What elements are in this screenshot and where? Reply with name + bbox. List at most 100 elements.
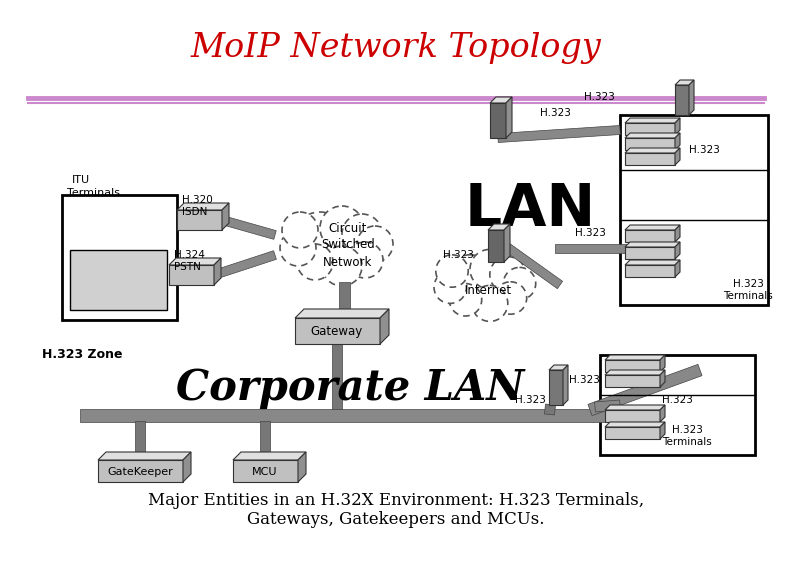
Polygon shape xyxy=(605,410,660,422)
Text: H.323: H.323 xyxy=(584,92,615,102)
Polygon shape xyxy=(600,355,755,455)
Polygon shape xyxy=(625,265,675,277)
Polygon shape xyxy=(70,250,167,310)
Polygon shape xyxy=(625,247,675,259)
Polygon shape xyxy=(675,80,694,85)
Text: MCU: MCU xyxy=(252,467,278,477)
Polygon shape xyxy=(295,318,380,344)
Polygon shape xyxy=(214,258,221,285)
Polygon shape xyxy=(675,133,680,150)
Polygon shape xyxy=(625,123,675,135)
Polygon shape xyxy=(675,242,680,259)
Text: H.323: H.323 xyxy=(574,228,605,238)
Polygon shape xyxy=(620,115,768,305)
Text: H.323: H.323 xyxy=(539,108,570,118)
Text: ISDN: ISDN xyxy=(182,207,208,217)
Polygon shape xyxy=(595,400,620,412)
Polygon shape xyxy=(563,365,568,405)
Polygon shape xyxy=(660,422,665,439)
Polygon shape xyxy=(169,258,221,265)
Polygon shape xyxy=(625,153,675,165)
Polygon shape xyxy=(549,370,563,405)
Polygon shape xyxy=(233,452,306,460)
Polygon shape xyxy=(332,344,342,409)
Text: Major Entities in an H.32X Environment: H.323 Terminals,
Gateways, Gatekeepers a: Major Entities in an H.32X Environment: … xyxy=(148,492,644,528)
Polygon shape xyxy=(660,355,665,372)
Polygon shape xyxy=(490,103,506,138)
Polygon shape xyxy=(675,85,689,115)
Text: H.324: H.324 xyxy=(174,250,205,260)
Polygon shape xyxy=(506,97,512,138)
Polygon shape xyxy=(625,138,675,150)
Polygon shape xyxy=(605,355,665,360)
Circle shape xyxy=(280,230,316,266)
Polygon shape xyxy=(660,370,665,387)
Polygon shape xyxy=(675,260,680,277)
Polygon shape xyxy=(298,452,306,482)
Circle shape xyxy=(434,271,466,304)
Polygon shape xyxy=(169,265,214,285)
Polygon shape xyxy=(295,309,389,318)
Polygon shape xyxy=(689,80,694,115)
Circle shape xyxy=(436,255,468,287)
Polygon shape xyxy=(675,118,680,135)
Polygon shape xyxy=(625,118,680,123)
Polygon shape xyxy=(605,422,665,427)
Text: LAN: LAN xyxy=(464,181,596,238)
Polygon shape xyxy=(545,404,555,415)
Polygon shape xyxy=(222,203,229,230)
Polygon shape xyxy=(380,309,389,344)
Text: H.323 Zone: H.323 Zone xyxy=(42,348,123,362)
Polygon shape xyxy=(497,126,620,142)
Text: H.323: H.323 xyxy=(688,145,719,155)
Polygon shape xyxy=(555,244,640,252)
Polygon shape xyxy=(549,365,568,370)
Polygon shape xyxy=(605,375,660,387)
Text: H.323
Terminals: H.323 Terminals xyxy=(662,425,712,447)
Polygon shape xyxy=(605,405,665,410)
Text: H.320: H.320 xyxy=(182,195,213,205)
Text: H.323: H.323 xyxy=(569,375,600,385)
Polygon shape xyxy=(504,224,510,262)
Polygon shape xyxy=(605,427,660,439)
Polygon shape xyxy=(625,225,680,230)
Polygon shape xyxy=(625,230,675,242)
Polygon shape xyxy=(675,148,680,165)
Polygon shape xyxy=(501,241,562,289)
Circle shape xyxy=(297,244,333,280)
Polygon shape xyxy=(221,215,276,240)
Circle shape xyxy=(282,212,318,248)
Polygon shape xyxy=(488,224,510,230)
Polygon shape xyxy=(260,421,270,460)
Polygon shape xyxy=(588,365,702,416)
Polygon shape xyxy=(660,405,665,422)
Polygon shape xyxy=(212,251,276,279)
Polygon shape xyxy=(625,148,680,153)
Circle shape xyxy=(357,226,393,262)
Circle shape xyxy=(494,282,527,314)
Polygon shape xyxy=(62,195,177,320)
Polygon shape xyxy=(605,360,660,372)
Circle shape xyxy=(342,214,382,254)
Circle shape xyxy=(472,285,508,321)
Polygon shape xyxy=(625,242,680,247)
Polygon shape xyxy=(80,408,640,422)
Polygon shape xyxy=(490,97,512,103)
Text: H.323: H.323 xyxy=(444,250,474,260)
Circle shape xyxy=(347,242,383,278)
Text: Circuit
Switched
Network: Circuit Switched Network xyxy=(321,222,375,268)
Polygon shape xyxy=(177,210,222,230)
Polygon shape xyxy=(177,203,229,210)
Polygon shape xyxy=(488,230,504,262)
Polygon shape xyxy=(340,282,351,318)
Circle shape xyxy=(320,206,364,250)
Polygon shape xyxy=(98,460,183,482)
Text: H.323: H.323 xyxy=(515,395,546,405)
Circle shape xyxy=(470,249,509,289)
Polygon shape xyxy=(98,452,191,460)
Circle shape xyxy=(292,212,348,268)
Text: H.323
Terminals: H.323 Terminals xyxy=(723,279,773,301)
Text: GateKeeper: GateKeeper xyxy=(107,467,173,477)
Polygon shape xyxy=(625,260,680,265)
Text: Corporate LAN: Corporate LAN xyxy=(176,367,524,409)
